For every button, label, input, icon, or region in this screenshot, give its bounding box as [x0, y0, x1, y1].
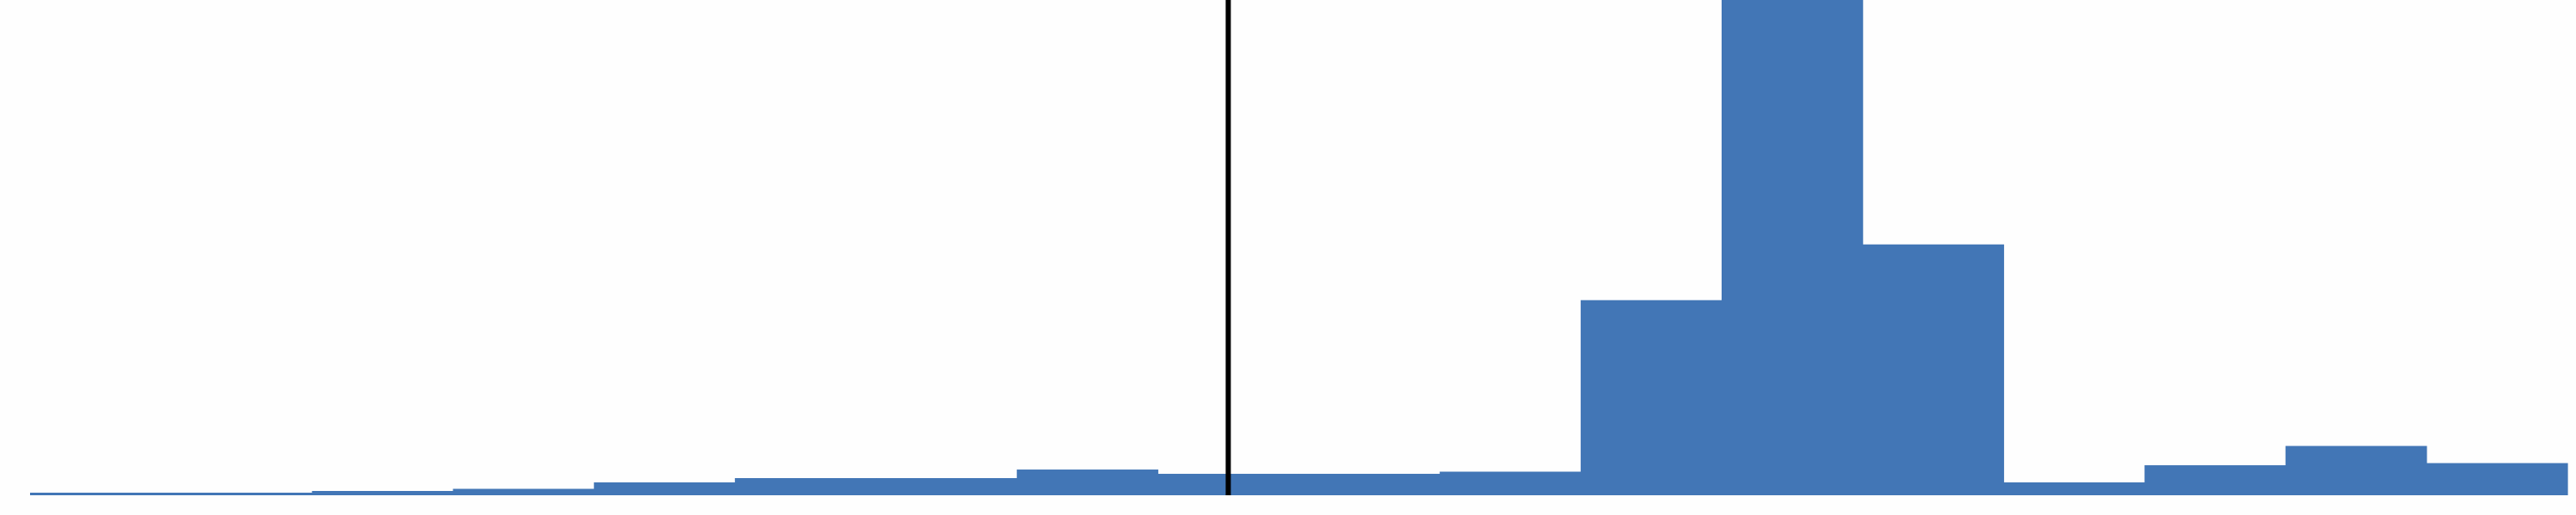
histogram-bar [593, 482, 736, 495]
histogram-bar [2003, 482, 2146, 495]
histogram-bar [30, 493, 172, 495]
histogram-bar [1722, 0, 1863, 495]
histogram-bar [1017, 470, 1158, 495]
histogram-bar [171, 493, 313, 495]
histogram-bar [1580, 300, 1722, 495]
histogram-bar [2426, 463, 2568, 495]
histogram-bars [30, 0, 2568, 495]
histogram-bar [2144, 465, 2287, 495]
histogram-bar [876, 478, 1018, 495]
histogram-bar [734, 478, 877, 495]
histogram-bar [1439, 471, 1582, 495]
histogram-bar [453, 488, 595, 495]
histogram-bar [312, 491, 454, 495]
histogram-bar [1862, 244, 2004, 495]
histogram-bar [1298, 474, 1441, 495]
histogram-bar [2285, 445, 2427, 495]
